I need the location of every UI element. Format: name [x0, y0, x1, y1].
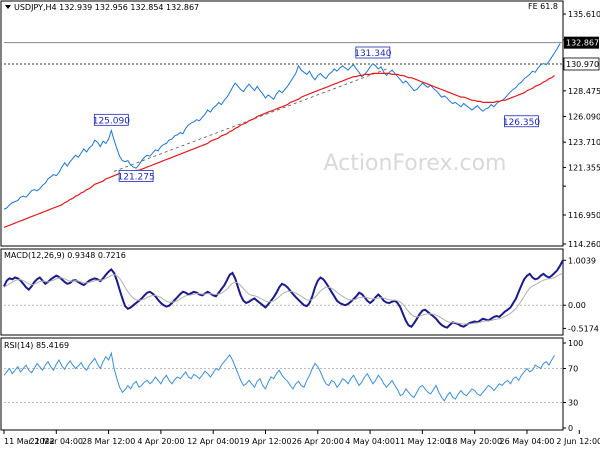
price-series-line-1: [3, 72, 555, 228]
annotation-label: 131.340: [354, 49, 391, 59]
level-price-tag-bg: [563, 57, 600, 71]
x-tick-label: 21 Mar 04:00: [30, 437, 83, 446]
price-tick-label: 114.260: [568, 240, 600, 249]
rsi-tick-label: 30: [568, 399, 578, 408]
annotation-box: [93, 113, 129, 126]
macd-panel-frame: [0, 248, 564, 336]
rsi-tick-label: 100: [568, 339, 583, 348]
x-tick-label: 11 Mar 2022: [4, 437, 55, 446]
macd-tick-label: 0.00: [568, 301, 586, 310]
annotation-label: 121.275: [118, 172, 155, 182]
annotation-box: [118, 170, 154, 182]
annotation-label: 125.090: [93, 116, 130, 126]
price-tick-label: 121.355: [568, 164, 600, 173]
price-tick-label: 126.090: [568, 113, 600, 122]
macd-series-line-0: [3, 259, 564, 329]
price-tick-label: 128.475: [568, 87, 600, 96]
price-tick-label: 135.610: [568, 10, 600, 19]
level-price-tag: 130.970: [566, 60, 599, 69]
price-panel-title: USDJPY,H4 132.939 132.956 132.854 132.86…: [14, 3, 199, 12]
x-tick-label: 12 Apr 04:00: [187, 437, 239, 446]
trend-line: [113, 67, 390, 172]
x-tick-label: 4 Apr 20:00: [137, 437, 184, 446]
price-panel: 114.260 116.950 121.355 123.710 126.090 128.4…: [3, 10, 600, 249]
x-tick-label: 18 May 20:00: [447, 437, 502, 446]
watermark: ActionForex.com: [324, 151, 507, 176]
rsi-series-line-0: [3, 351, 555, 402]
macd-series-line-1: [3, 272, 564, 325]
x-tick-label: 28 Mar 12:00: [82, 437, 135, 446]
macd-tick-label: 1.0039: [568, 256, 596, 265]
x-tick-label: 19 Apr 12:00: [239, 437, 291, 446]
price-series-line-0: [3, 43, 561, 210]
current-price-tag-bg: [564, 36, 599, 49]
macd-panel: 1.0039 0.00 -0.5174: [3, 256, 599, 333]
rsi-panel-frame: [0, 337, 564, 431]
x-tick-label: 4 May 04:00: [345, 437, 395, 446]
x-tick-label: 26 Apr 20:00: [292, 437, 344, 446]
macd-tick-label: -0.5174: [568, 324, 599, 333]
collapse-arrow-icon: [5, 5, 11, 9]
price-panel-frame: [0, 0, 564, 247]
macd-panel-title: MACD(12,26,9) 0.9348 0.7216: [4, 251, 126, 260]
price-tick-label: 123.710: [568, 138, 600, 147]
rsi-panel: 100 70 30 0: [3, 339, 583, 433]
x-tick-label: 11 May 12:00: [395, 437, 450, 446]
rsi-panel-title: RSI(14) 85.4169: [4, 341, 69, 350]
annotation-box: [504, 115, 539, 128]
current-price-tag: 132.867: [566, 39, 599, 48]
rsi-tick-label: 0: [568, 424, 573, 433]
fe-label: FE 61.8: [528, 2, 558, 11]
annotation-box: [355, 46, 391, 59]
price-tick-label: 116.950: [568, 211, 600, 220]
x-tick-label: 2 Jun 12:00: [556, 437, 600, 446]
rsi-tick-label: 70: [568, 365, 578, 374]
annotation-label: 126.350: [503, 118, 540, 128]
x-tick-label: 26 May 04:00: [500, 437, 555, 446]
